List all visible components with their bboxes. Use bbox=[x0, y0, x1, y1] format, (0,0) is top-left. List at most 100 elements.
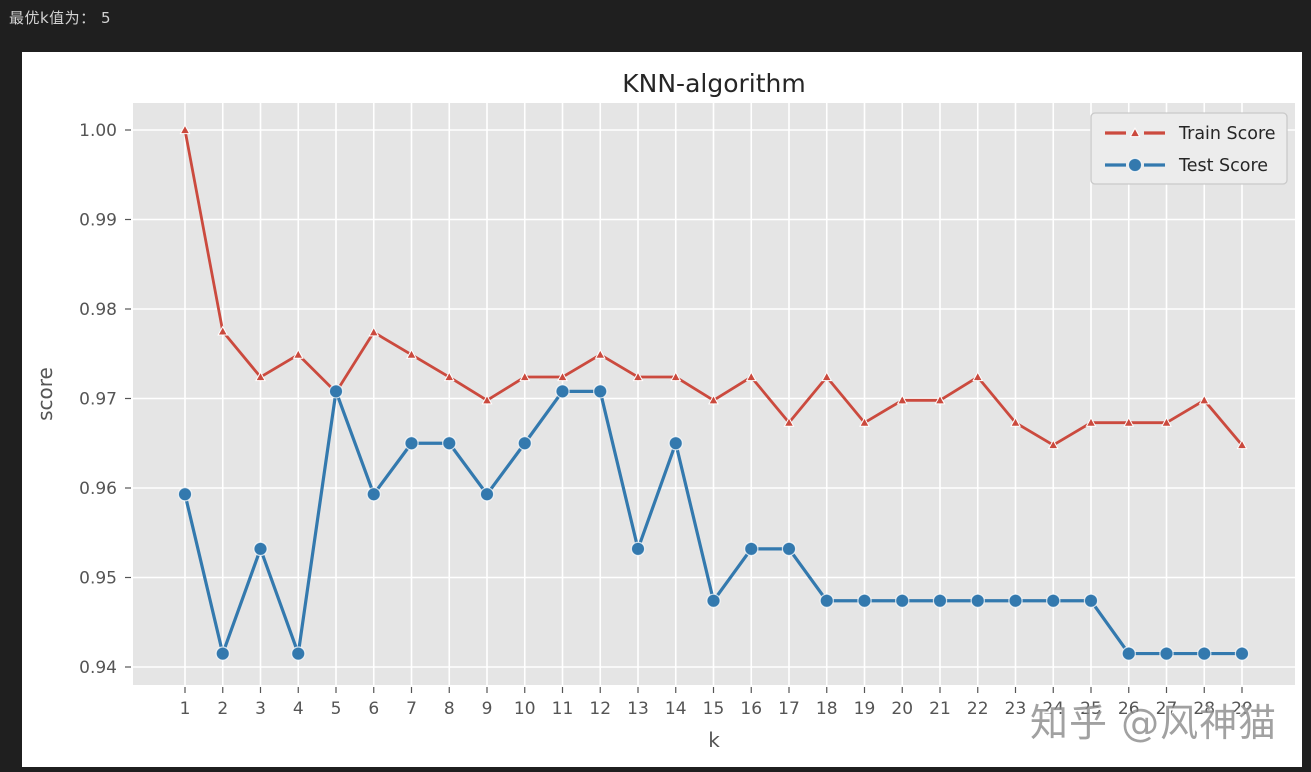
y-tick-label: 0.99 bbox=[79, 211, 117, 231]
train-marker bbox=[557, 371, 568, 382]
train-marker bbox=[1198, 394, 1210, 405]
x-tick-label: 8 bbox=[444, 699, 455, 719]
x-tick-label: 16 bbox=[740, 699, 762, 719]
x-tick-label: 14 bbox=[665, 699, 687, 719]
test-marker bbox=[404, 436, 419, 451]
x-tick-label: 28 bbox=[1193, 699, 1215, 719]
train-marker bbox=[292, 348, 304, 359]
train-marker bbox=[481, 394, 493, 405]
test-marker bbox=[366, 487, 381, 502]
test-marker bbox=[215, 646, 230, 661]
test-marker bbox=[1008, 593, 1023, 608]
train-marker bbox=[519, 371, 531, 382]
x-tick-label: 2 bbox=[217, 699, 228, 719]
test-marker bbox=[781, 541, 797, 557]
train-marker bbox=[1129, 127, 1141, 138]
train-marker bbox=[708, 394, 719, 405]
test-marker bbox=[479, 487, 495, 502]
y-tick-label: 0.95 bbox=[79, 569, 117, 589]
y-tick-label: 0.97 bbox=[79, 390, 117, 410]
y-tick-label: 0.98 bbox=[79, 300, 117, 320]
test-marker bbox=[744, 541, 759, 557]
test-marker bbox=[291, 646, 306, 661]
test-marker bbox=[517, 436, 532, 451]
train-marker bbox=[594, 348, 606, 359]
x-tick-label: 27 bbox=[1156, 699, 1178, 719]
x-tick-label: 26 bbox=[1118, 699, 1140, 719]
test-marker bbox=[1083, 593, 1099, 608]
y-tick-label: 0.96 bbox=[79, 479, 117, 499]
x-tick-label: 18 bbox=[816, 699, 838, 719]
x-tick-label: 22 bbox=[967, 699, 989, 719]
legend-label: Test Score bbox=[1178, 156, 1268, 176]
x-tick-label: 20 bbox=[891, 699, 913, 719]
train-marker bbox=[670, 371, 682, 382]
train-marker bbox=[1161, 416, 1172, 427]
test-marker bbox=[177, 487, 193, 502]
test-marker bbox=[819, 593, 834, 608]
x-tick-label: 7 bbox=[406, 699, 417, 719]
test-marker bbox=[1197, 646, 1212, 661]
train-marker bbox=[443, 371, 455, 382]
train-marker bbox=[1236, 439, 1248, 450]
test-marker bbox=[895, 593, 910, 608]
train-marker bbox=[217, 325, 229, 336]
test-marker bbox=[328, 384, 344, 399]
x-tick-label: 6 bbox=[368, 699, 379, 719]
x-tick-label: 10 bbox=[514, 699, 536, 719]
x-tick-label: 19 bbox=[854, 699, 876, 719]
legend-label: Train Score bbox=[1178, 124, 1276, 144]
train-marker bbox=[179, 124, 191, 135]
x-tick-label: 17 bbox=[778, 699, 800, 719]
x-tick-label: 15 bbox=[703, 699, 725, 719]
test-marker bbox=[857, 593, 872, 608]
test-marker bbox=[253, 541, 268, 557]
chart-title: KNN-algorithm bbox=[622, 69, 805, 98]
y-tick-label: 0.94 bbox=[79, 658, 117, 678]
y-axis-label: score bbox=[33, 367, 57, 421]
train-marker bbox=[859, 416, 870, 427]
test-marker bbox=[668, 436, 683, 451]
console-output: 最优k值为： 5 bbox=[9, 9, 111, 27]
x-tick-label: 21 bbox=[929, 699, 951, 719]
train-marker bbox=[783, 416, 795, 427]
train-marker bbox=[821, 371, 833, 382]
test-marker bbox=[1127, 157, 1143, 173]
test-marker bbox=[1234, 646, 1250, 661]
test-marker bbox=[442, 436, 457, 451]
train-marker bbox=[1047, 439, 1059, 450]
train-marker bbox=[745, 371, 757, 382]
test-marker bbox=[932, 593, 948, 608]
test-marker bbox=[1159, 646, 1174, 661]
train-marker bbox=[406, 348, 417, 359]
train-marker bbox=[934, 394, 946, 405]
train-marker bbox=[972, 371, 984, 382]
figure-panel: 1 2 3 4 5 6 7 8 9 10 11 12 13 14 15 16 17 18 19 20 21 22 23 24 2… bbox=[22, 52, 1302, 767]
x-tick-label: 25 bbox=[1080, 699, 1102, 719]
x-tick-label: 3 bbox=[255, 699, 266, 719]
x-axis-label: k bbox=[708, 728, 720, 752]
x-tick-label: 1 bbox=[180, 699, 191, 719]
train-marker bbox=[255, 371, 266, 382]
train-marker bbox=[1123, 416, 1135, 427]
train-marker bbox=[632, 371, 644, 382]
train-marker bbox=[368, 326, 380, 337]
x-tick-label: 4 bbox=[293, 699, 304, 719]
x-tick-label: 9 bbox=[482, 699, 493, 719]
train-marker bbox=[1085, 416, 1097, 427]
test-marker bbox=[593, 384, 608, 399]
y-tick-label: 1.00 bbox=[79, 121, 117, 141]
test-marker bbox=[1121, 646, 1136, 661]
test-marker bbox=[970, 593, 985, 608]
test-marker bbox=[555, 384, 570, 399]
x-tick-label: 13 bbox=[627, 699, 649, 719]
x-tick-label: 23 bbox=[1005, 699, 1027, 719]
x-tick-label: 12 bbox=[589, 699, 611, 719]
test-marker bbox=[706, 593, 721, 608]
train-marker bbox=[896, 394, 908, 405]
test-marker bbox=[1046, 593, 1061, 608]
x-tick-label: 11 bbox=[552, 699, 574, 719]
train-marker bbox=[1010, 416, 1021, 427]
knn-chart: 1 2 3 4 5 6 7 8 9 10 11 12 13 14 15 16 17 18 19 20 21 22 23 24 2… bbox=[33, 69, 1295, 752]
x-tick-label: 24 bbox=[1042, 699, 1064, 719]
